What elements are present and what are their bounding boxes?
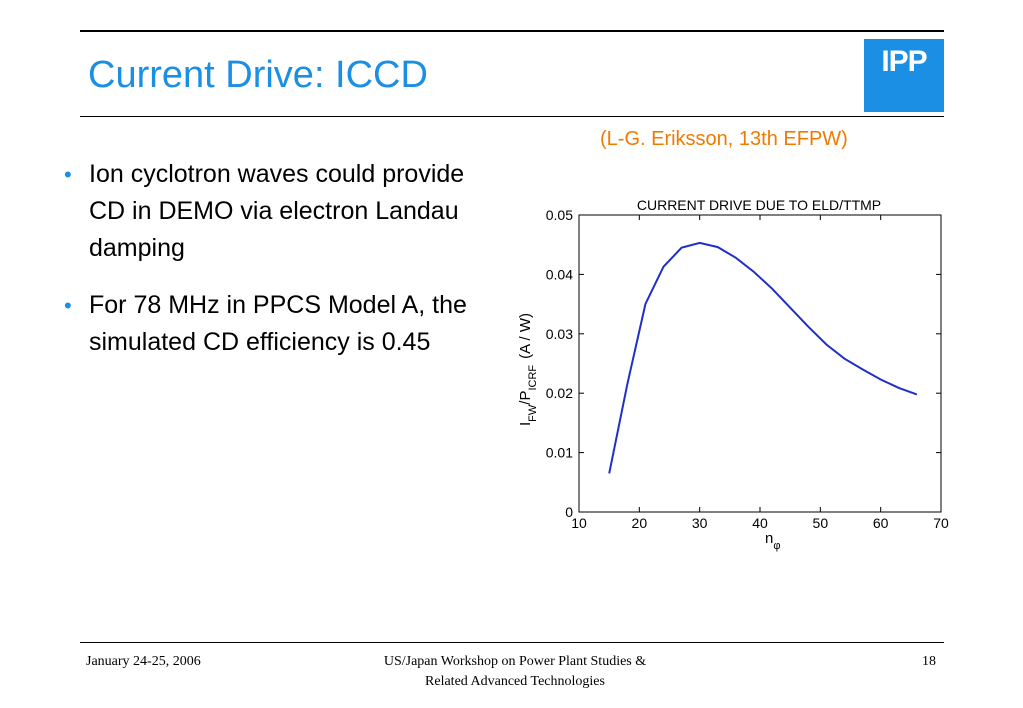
y-tick-label: 0.05 [546, 207, 573, 223]
x-tick-label: 50 [813, 515, 829, 531]
cd-efficiency-chart: CURRENT DRIVE DUE TO ELD/TTMP 10 20 30 40 50… [517, 197, 949, 552]
y-axis-label-p: /P [517, 391, 534, 405]
footer-event: US/Japan Workshop on Power Plant Studies… [350, 652, 680, 692]
bullet-item: • For 78 MHz in PPCS Model A, the simula… [64, 287, 474, 361]
y-tick-label: 0.02 [546, 385, 573, 401]
y-axis-label-sub-fw: FW [527, 404, 539, 422]
top-rule [80, 30, 944, 32]
axis-ticks: 10 20 30 40 50 60 70 0 0.01 0.02 0.03 0.04 0.05 [546, 207, 949, 531]
citation: (L-G. Eriksson, 13th EFPW) [600, 128, 848, 150]
y-tick-label: 0 [565, 504, 573, 520]
y-axis-label-unit: (A / W) [517, 313, 534, 359]
x-tick-label: 10 [571, 515, 587, 531]
footer-rule [80, 642, 944, 643]
series-line [608, 241, 918, 474]
x-tick-label: 20 [632, 515, 648, 531]
bullet-marker: • [64, 293, 72, 318]
y-tick-label: 0.01 [546, 445, 573, 461]
title-divider [80, 116, 944, 117]
y-axis-label-i: I [517, 422, 534, 426]
x-tick-label: 30 [692, 515, 708, 531]
x-tick-label: 40 [752, 515, 768, 531]
x-tick-label: 60 [873, 515, 889, 531]
plot-frame [578, 214, 942, 513]
y-axis-label: IFW/PICRF (A / W) [517, 313, 539, 426]
page-number: 18 [922, 654, 936, 669]
x-axis-label-sub: φ [773, 540, 780, 552]
x-tick-label: 70 [933, 515, 949, 531]
chart-title: CURRENT DRIVE DUE TO ELD/TTMP [637, 197, 881, 213]
footer-event-line1: US/Japan Workshop on Power Plant Studies… [383, 654, 647, 669]
bullet-text: Ion cyclotron waves could provide CD in … [89, 160, 465, 262]
footer-event-line2: Related Advanced Technologies [425, 674, 605, 689]
footer-date: January 24-25, 2006 [86, 654, 201, 669]
ipp-logo: IPP [864, 39, 944, 112]
y-tick-label: 0.03 [546, 326, 573, 342]
bullet-marker: • [64, 162, 72, 187]
bullet-item: • Ion cyclotron waves could provide CD i… [64, 156, 474, 267]
ipp-logo-text: IPP [881, 45, 927, 78]
page-title: Current Drive: ICCD [88, 54, 428, 96]
x-axis-label-base: n [765, 530, 773, 547]
x-axis-label: nφ [765, 530, 780, 552]
y-tick-label: 0.04 [546, 266, 573, 282]
y-axis-label-sub-icrf: ICRF [527, 365, 539, 391]
bullet-text: For 78 MHz in PPCS Model A, the simulate… [89, 291, 467, 356]
